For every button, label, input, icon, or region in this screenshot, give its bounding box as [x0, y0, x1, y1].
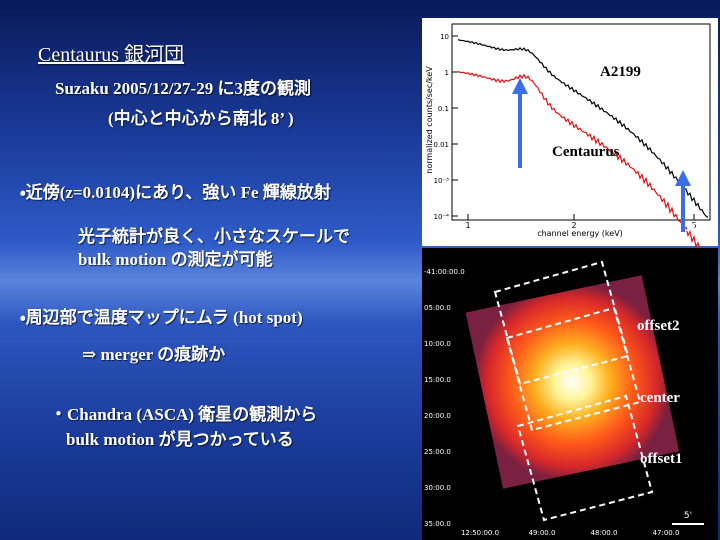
- x-tick-label: 1: [465, 221, 470, 230]
- spectrum-frame: [451, 23, 711, 221]
- y-tick-label: 0.1: [438, 105, 449, 113]
- x-tick-label: 5: [691, 221, 696, 230]
- bullet: ・近傍(z=0.0104)にあり、強い Fe 輝線放射: [20, 183, 331, 202]
- bullet: bulk motion の測定が可能: [78, 250, 273, 269]
- label: Centaurus: [552, 144, 620, 160]
- bullet: ⇒ merger の痕跡か: [82, 345, 226, 364]
- y-tick-label: 10⁻⁴: [434, 213, 450, 221]
- text-line: Suzaku 2005/12/27-29 に3度の観測: [55, 79, 311, 98]
- y-tick-label: 10: [440, 33, 449, 41]
- dec-label: 20:00.0: [424, 412, 451, 420]
- bullet: bulk motion が見つかっている: [66, 430, 294, 449]
- dec-label: 10:00.0: [424, 340, 451, 348]
- region-box: [493, 260, 630, 386]
- region-box: [505, 306, 642, 432]
- dec-label: 30:00.0: [424, 484, 451, 492]
- ra-label: 48:00.0: [591, 529, 618, 537]
- label: A2199: [600, 64, 641, 80]
- dec-label: 05:00.0: [424, 304, 451, 312]
- ra-label: 12:50:00.0: [461, 529, 499, 537]
- region-label: offset1: [640, 451, 682, 467]
- regions: [493, 260, 654, 522]
- dec-label: 35:00.0: [424, 520, 451, 528]
- x-tick-label: 2: [571, 221, 576, 230]
- ra-label: 49:00.0: [529, 529, 556, 537]
- bullet: ・周辺部で温度マップにムラ (hot spot): [20, 308, 303, 327]
- arrow-head: [512, 78, 528, 94]
- bullet: ・Chandra (ASCA) 衛星の観測から: [50, 405, 318, 424]
- region-box: [516, 394, 654, 522]
- spectrum-panel: [422, 18, 718, 246]
- dec-label: 15:00.0: [424, 376, 451, 384]
- y-tick-label: 1: [445, 69, 449, 77]
- slide-title: Centaurus 銀河団: [38, 44, 185, 66]
- spectrum-curve: [457, 39, 709, 218]
- dec-label: 25:00.0: [424, 448, 451, 456]
- x-axis-label: channel energy (keV): [537, 229, 623, 238]
- label: Fe-L: [504, 171, 537, 188]
- bullet: 光子統計が良く、小さなスケールで: [78, 227, 350, 246]
- xray-emission: [465, 275, 680, 489]
- dec-label: -41:00:00.0: [424, 268, 465, 276]
- xray-image: [465, 275, 680, 489]
- y-tick-label: 10⁻³: [434, 177, 450, 185]
- text-line: (中心と中心から南北 8’ ): [108, 109, 294, 128]
- arrow-head: [675, 170, 691, 186]
- y-axis-label: normalized counts/sec/keV: [425, 66, 434, 174]
- label: Fe-K: [668, 221, 703, 238]
- region-label: center: [640, 390, 680, 406]
- y-tick-label: 0.01: [433, 141, 449, 149]
- ra-label: 47:00.0: [653, 529, 680, 537]
- spectrum-curve: [457, 70, 709, 259]
- scale-label: 5': [684, 511, 692, 521]
- region-label: offset2: [637, 318, 679, 334]
